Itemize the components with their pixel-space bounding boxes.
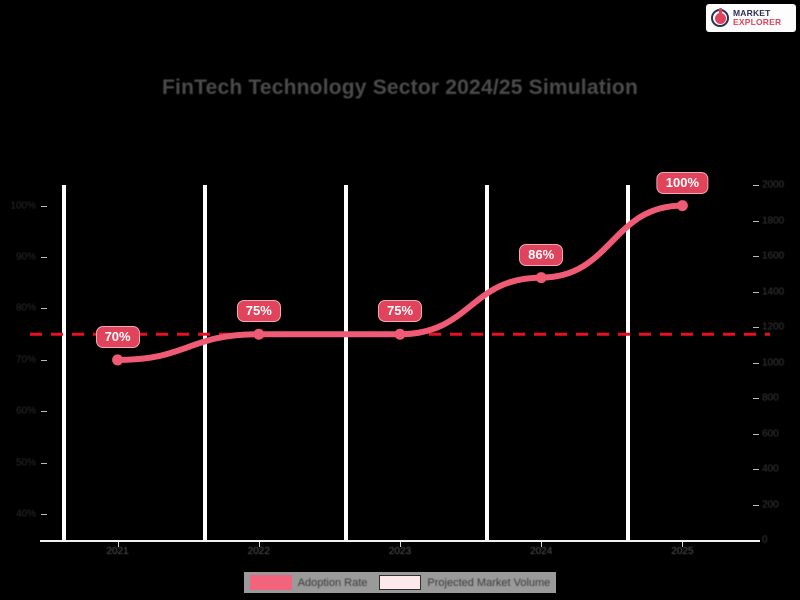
line-marker-2025 <box>676 200 688 212</box>
x-axis-tick <box>682 541 684 547</box>
line-marker-2022 <box>253 328 265 340</box>
y-axis-right-label: 2000 <box>762 179 785 191</box>
x-axis-line <box>40 540 760 542</box>
chart-legend: Adoption Rate Projected Market Volume <box>0 572 800 593</box>
data-label-2024: 86% <box>519 243 564 266</box>
x-axis-label: 2023 <box>388 546 412 557</box>
y-axis-left-label: 50% <box>15 457 36 469</box>
brand-logo-line1: MARKET <box>733 8 771 19</box>
y-axis-right-tick <box>753 327 759 328</box>
y-axis-left-label: 80% <box>15 302 36 314</box>
bar-2021[interactable] <box>61 185 66 540</box>
line-marker-2024 <box>535 272 547 284</box>
line-marker-2021 <box>112 354 124 366</box>
y-axis-right-label: 600 <box>762 428 779 439</box>
y-axis-right-tick <box>753 433 759 435</box>
x-axis-label: 2025 <box>671 546 694 557</box>
circle-spark-icon <box>710 8 730 28</box>
brand-logo-text: MARKET EXPLORER <box>733 9 781 27</box>
legend-swatch-line <box>249 575 292 590</box>
brand-logo-line2: EXPLORER <box>733 17 782 27</box>
y-axis-left-tick <box>41 462 47 464</box>
x-axis-tick <box>117 541 119 547</box>
y-axis-left-tick <box>41 514 47 516</box>
y-axis-left-tick <box>41 257 47 259</box>
chart-title: FinTech Technology Sector 2024/25 Simula… <box>162 76 638 99</box>
legend-swatch-bar <box>379 575 422 590</box>
y-axis-right-label: 1200 <box>762 321 785 333</box>
y-axis-left-tick <box>41 411 47 413</box>
y-axis-right-tick <box>753 398 759 399</box>
line-marker-2023 <box>394 328 406 340</box>
bar-2025[interactable] <box>626 185 631 540</box>
y-axis-right-label: 200 <box>762 499 779 510</box>
bar-2024[interactable] <box>485 185 490 540</box>
y-axis-right-label: 800 <box>762 392 779 404</box>
y-axis-right-label: 1400 <box>762 286 785 297</box>
brand-logo: MARKET EXPLORER <box>706 4 796 32</box>
data-label-2023: 75% <box>377 300 423 323</box>
bar-2023[interactable] <box>344 185 348 540</box>
y-axis-right-label: 1800 <box>762 215 785 226</box>
y-axis-right-tick <box>753 362 759 364</box>
bar-2022[interactable] <box>202 185 207 540</box>
y-axis-right-tick <box>753 185 759 186</box>
legend-item-1[interactable]: Projected Market Volume <box>373 572 557 593</box>
y-axis-left-label: 40% <box>15 508 36 520</box>
y-axis-right-tick <box>753 256 759 257</box>
legend-label-1: Projected Market Volume <box>427 576 551 589</box>
y-axis-left-label: 70% <box>15 354 36 366</box>
data-label-2022: 75% <box>236 300 281 323</box>
y-axis-right-tick <box>753 469 759 470</box>
y-axis-left-tick <box>41 308 47 310</box>
y-axis-right-tick <box>753 220 759 222</box>
data-label-2021: 70% <box>95 325 140 348</box>
y-axis-right-label: 0 <box>762 534 768 546</box>
x-axis-label: 2022 <box>247 546 270 557</box>
x-axis-label: 2021 <box>106 546 129 557</box>
legend-label-0: Adoption Rate <box>297 576 368 589</box>
y-axis-left-label: 90% <box>15 251 36 263</box>
y-axis-right-tick <box>753 291 759 293</box>
y-axis-right-label: 400 <box>762 463 779 475</box>
y-axis-right-label: 1600 <box>762 250 785 262</box>
y-axis-left-label: 60% <box>15 405 36 417</box>
data-label-2025: 100% <box>656 171 709 194</box>
y-axis-right-tick <box>753 504 759 506</box>
x-axis-tick <box>400 541 401 547</box>
x-axis-tick <box>541 541 543 547</box>
x-axis-label: 2024 <box>530 546 553 557</box>
x-axis-tick <box>258 541 260 547</box>
legend-item-0[interactable]: Adoption Rate <box>243 572 374 593</box>
y-axis-left-tick <box>41 359 47 361</box>
y-axis-left-label: 100% <box>10 200 36 212</box>
y-axis-left-tick <box>41 205 47 207</box>
line-series-path <box>114 202 686 363</box>
y-axis-right-label: 1000 <box>762 357 785 368</box>
